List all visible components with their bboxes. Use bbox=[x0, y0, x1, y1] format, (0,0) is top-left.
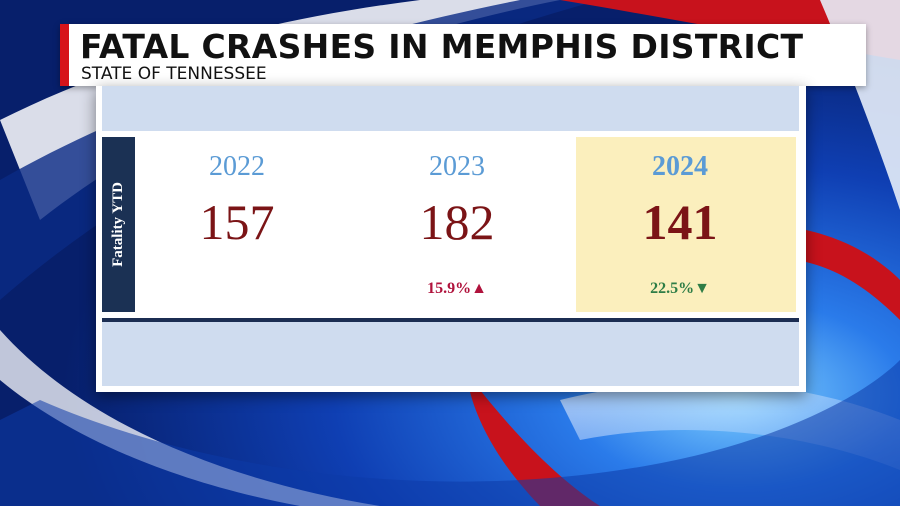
arrow-down-icon: ▼ bbox=[694, 280, 710, 297]
year-label: 2024 bbox=[652, 151, 708, 182]
table-footer-band bbox=[102, 322, 799, 386]
year-label: 2023 bbox=[429, 151, 485, 182]
change-percent: 22.5% bbox=[650, 280, 695, 297]
highlight-cell bbox=[576, 137, 796, 312]
fatality-count: 141 bbox=[642, 194, 718, 250]
fatality-count: 157 bbox=[199, 194, 275, 250]
row-label: Fatality YTD bbox=[102, 137, 135, 312]
page-title: FATAL CRASHES IN MEMPHIS DISTRICT bbox=[80, 27, 804, 66]
banner-accent-bar bbox=[60, 24, 69, 86]
arrow-up-icon: ▲ bbox=[471, 280, 487, 297]
page-subtitle: STATE OF TENNESSEE bbox=[81, 64, 267, 84]
divider bbox=[102, 318, 799, 322]
change-decrease: 22.5%▼ bbox=[570, 280, 790, 298]
fatality-table: Fatality YTD 2022 157 2023 182 15.9%▲ 20… bbox=[96, 86, 806, 392]
column-2024: 2024 141 22.5%▼ bbox=[570, 137, 790, 312]
column-2022: 2022 157 bbox=[127, 137, 347, 312]
year-label: 2022 bbox=[209, 151, 265, 182]
row-label-text: Fatality YTD bbox=[110, 182, 127, 267]
table-header-band bbox=[102, 86, 799, 131]
column-2023: 2023 182 15.9%▲ bbox=[347, 137, 567, 312]
fatality-count: 182 bbox=[419, 194, 495, 250]
change-percent: 15.9% bbox=[427, 280, 472, 297]
title-banner: FATAL CRASHES IN MEMPHIS DISTRICT STATE … bbox=[60, 24, 866, 86]
change-increase: 15.9%▲ bbox=[347, 280, 567, 298]
